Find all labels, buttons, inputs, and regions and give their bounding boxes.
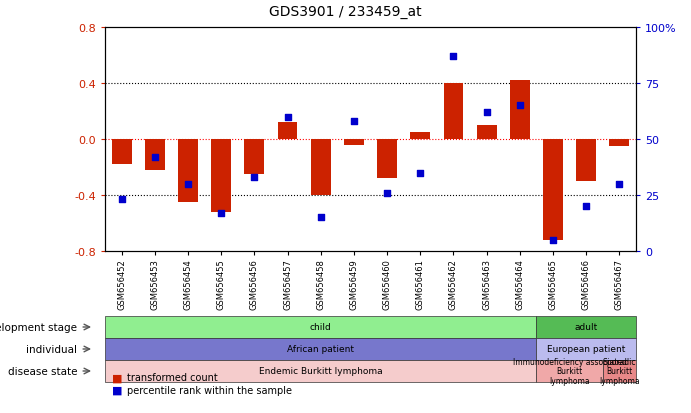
Bar <box>245 140 264 175</box>
Bar <box>477 126 497 140</box>
Bar <box>444 84 464 140</box>
Bar <box>344 140 364 145</box>
Bar <box>178 140 198 202</box>
Point <box>381 190 392 197</box>
Point <box>216 210 227 217</box>
Point <box>514 103 525 109</box>
Text: ■: ■ <box>112 373 122 382</box>
Point <box>547 237 558 244</box>
Text: adult: adult <box>575 323 598 332</box>
Bar <box>278 123 298 140</box>
Bar <box>576 140 596 182</box>
Point <box>315 215 326 221</box>
Text: child: child <box>310 323 332 332</box>
Text: GDS3901 / 233459_at: GDS3901 / 233459_at <box>269 5 422 19</box>
Point <box>282 114 293 121</box>
Bar <box>609 140 630 147</box>
Text: transformed count: transformed count <box>127 373 218 382</box>
Point <box>415 170 426 176</box>
Bar <box>211 140 231 212</box>
Point <box>116 197 127 203</box>
Bar <box>410 133 430 140</box>
Bar <box>543 140 563 240</box>
Text: Sporadic
Burkitt
lymphoma: Sporadic Burkitt lymphoma <box>599 357 640 385</box>
Point <box>448 54 459 60</box>
Point <box>481 109 492 116</box>
Bar <box>377 140 397 179</box>
Text: disease state: disease state <box>8 366 77 376</box>
Bar <box>510 81 530 140</box>
Text: Endemic Burkitt lymphoma: Endemic Burkitt lymphoma <box>259 367 383 375</box>
Bar <box>145 140 164 171</box>
Point <box>149 154 160 161</box>
Text: percentile rank within the sample: percentile rank within the sample <box>127 385 292 395</box>
Text: ■: ■ <box>112 385 122 395</box>
Text: development stage: development stage <box>0 322 77 332</box>
Bar <box>311 140 331 195</box>
Point <box>580 203 591 210</box>
Text: individual: individual <box>26 344 77 354</box>
Point <box>182 181 193 188</box>
Point <box>348 119 359 125</box>
Point <box>614 181 625 188</box>
Text: Immunodeficiency associated
Burkitt
lymphoma: Immunodeficiency associated Burkitt lymp… <box>513 357 627 385</box>
Text: European patient: European patient <box>547 345 625 354</box>
Point <box>249 174 260 181</box>
Bar <box>112 140 131 165</box>
Text: African patient: African patient <box>287 345 354 354</box>
